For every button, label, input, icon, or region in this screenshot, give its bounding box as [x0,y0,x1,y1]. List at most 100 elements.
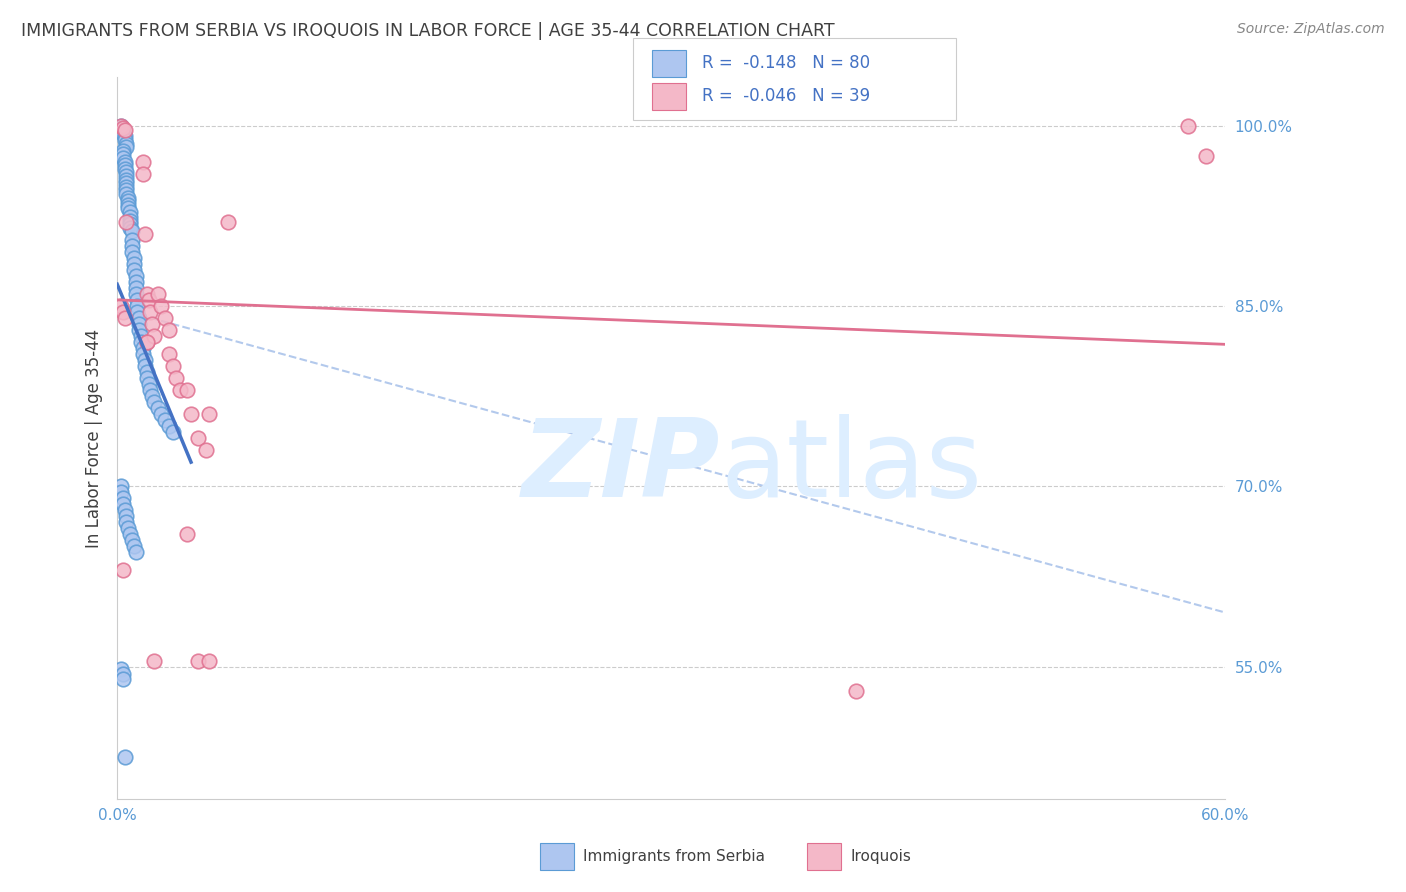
Point [120,205,142,219]
Point [115,187,138,202]
Point [180,407,202,421]
Point [217,215,239,229]
Point [121,533,143,548]
Point [187,653,209,667]
Point [115,172,138,186]
Point [138,376,160,391]
Point [122,539,145,553]
Point [132,341,155,355]
Point [150,299,173,313]
Point [165,371,187,385]
Point [117,191,139,205]
Point [122,251,145,265]
Point [139,305,162,319]
Point [157,323,180,337]
Point [124,286,146,301]
Point [114,749,136,764]
Point [120,210,142,224]
Point [120,213,142,227]
Text: Iroquois: Iroquois [851,849,911,863]
Point [115,169,138,183]
Point [115,136,138,151]
Point [111,563,134,577]
Point [176,383,198,397]
Point [124,281,146,295]
Text: Source: ZipAtlas.com: Source: ZipAtlas.com [1237,22,1385,37]
Point [135,286,157,301]
Point [122,262,145,277]
Point [117,194,139,209]
Point [139,383,162,397]
Point [111,305,134,319]
Point [198,653,221,667]
Point [111,127,134,141]
Point [111,666,134,681]
Point [117,198,139,212]
Point [169,383,191,397]
Point [134,227,156,241]
Text: R =  -0.046   N = 39: R = -0.046 N = 39 [702,87,870,105]
Point [127,293,149,307]
Point [128,323,150,337]
Point [110,119,132,133]
Point [129,334,152,349]
Point [114,123,136,137]
Point [115,515,138,529]
Point [115,165,138,179]
Point [115,184,138,198]
Point [121,244,143,259]
Point [120,220,142,235]
Point [132,154,155,169]
Point [132,347,155,361]
Text: Immigrants from Serbia: Immigrants from Serbia [583,849,765,863]
Point [143,329,166,343]
Point [845,683,868,698]
Point [110,119,132,133]
Point [153,310,176,325]
Text: R =  -0.148   N = 80: R = -0.148 N = 80 [702,54,870,72]
Point [129,329,152,343]
Point [143,395,166,409]
Point [141,389,163,403]
Point [146,286,169,301]
Point [157,419,180,434]
Point [122,257,145,271]
Point [120,527,142,541]
Point [187,431,209,445]
Point [157,347,180,361]
Point [115,176,138,190]
Point [135,371,157,385]
Point [153,413,176,427]
Point [111,151,134,165]
Point [128,310,150,325]
Point [114,158,136,172]
Point [111,672,134,686]
Point [120,217,142,231]
Point [134,353,156,368]
Point [111,123,134,137]
Point [1177,119,1199,133]
Point [111,147,134,161]
Point [124,545,146,559]
Point [114,161,136,176]
Point [115,140,138,154]
Point [134,359,156,373]
Point [111,120,134,135]
Point [111,491,134,506]
Text: atlas: atlas [721,414,983,520]
Point [124,275,146,289]
Point [111,144,134,158]
Point [135,365,157,379]
Point [114,129,136,144]
Point [176,527,198,541]
Point [114,310,136,325]
Point [128,317,150,331]
Point [115,179,138,194]
Point [121,239,143,253]
Point [115,509,138,524]
Point [117,202,139,216]
Point [121,224,143,238]
Text: IMMIGRANTS FROM SERBIA VS IROQUOIS IN LABOR FORCE | AGE 35-44 CORRELATION CHART: IMMIGRANTS FROM SERBIA VS IROQUOIS IN LA… [21,22,835,40]
Point [117,521,139,535]
Point [124,268,146,283]
